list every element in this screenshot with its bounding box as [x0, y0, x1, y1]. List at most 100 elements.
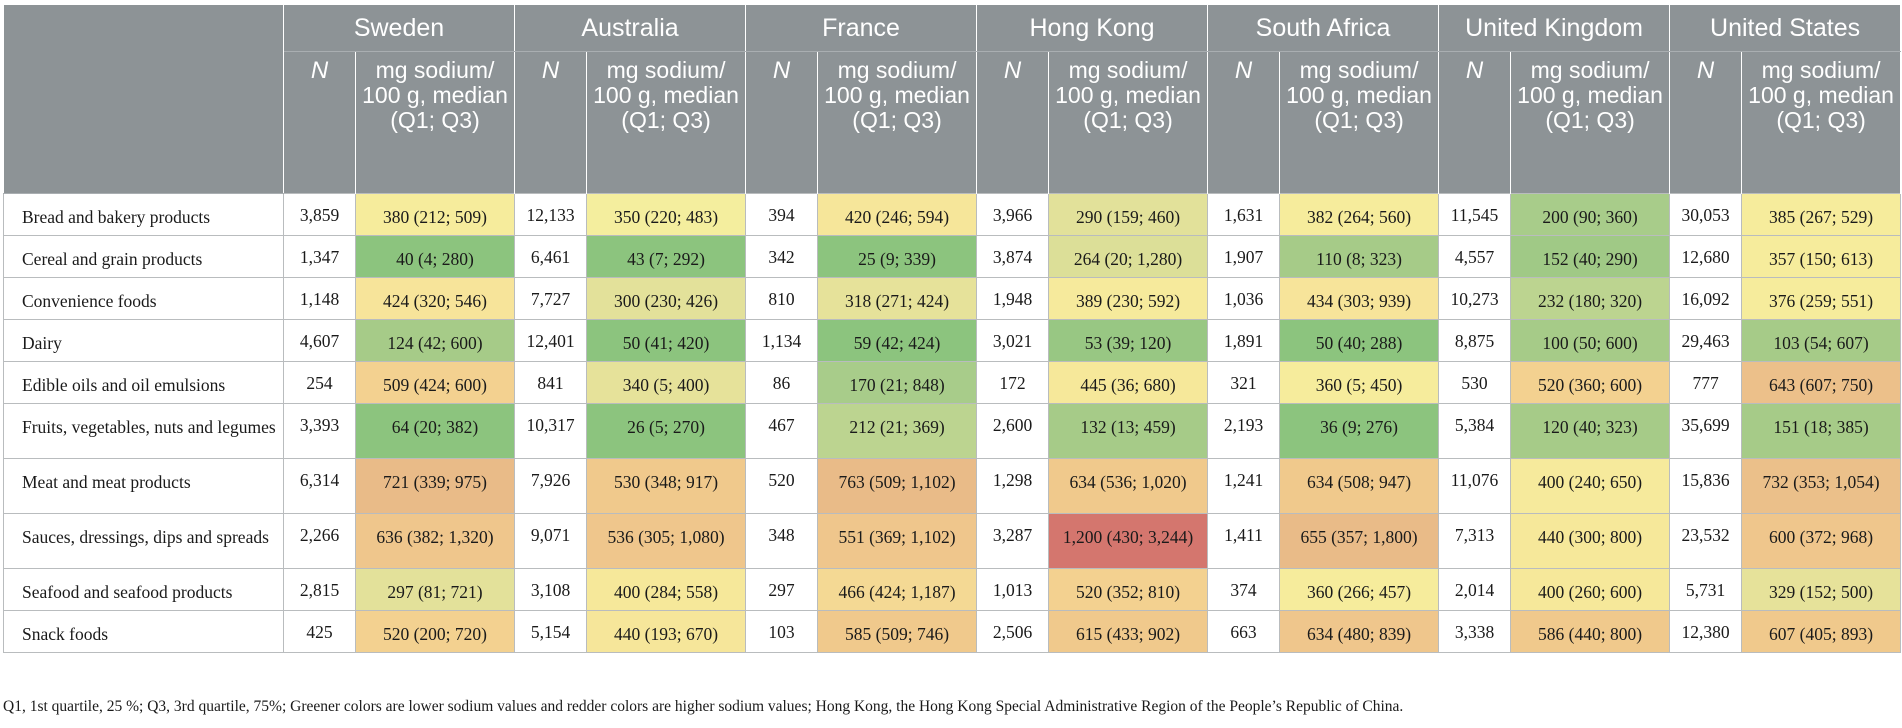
n-column-header: N: [1207, 51, 1281, 194]
n-count-cell: 23,532: [1669, 513, 1743, 569]
food-category-label: Sauces, dressings, dips and spreads: [3, 513, 284, 569]
sodium-median-cell: 53 (39; 120): [1048, 319, 1209, 362]
n-column-header: N: [976, 51, 1050, 194]
n-count-cell: 8,875: [1438, 319, 1512, 362]
n-count-cell: 394: [745, 193, 819, 236]
n-count-cell: 663: [1207, 610, 1281, 653]
sodium-median-cell: 585 (509; 746): [817, 610, 978, 653]
sodium-median-cell: 440 (193; 670): [586, 610, 747, 653]
table-row: Sauces, dressings, dips and spreads 2,266…: [3, 513, 1902, 569]
n-count-cell: 35,699: [1669, 403, 1743, 459]
food-category-label: Edible oils and oil emulsions: [3, 361, 284, 404]
sodium-median-column-header: mg sodium/ 100 g, median (Q1; Q3): [354, 51, 516, 194]
n-count-cell: 7,313: [1438, 513, 1512, 569]
n-count-cell: 7,727: [514, 277, 588, 320]
sodium-median-cell: 636 (382; 1,320): [354, 513, 516, 569]
sodium-median-cell: 721 (339; 975): [354, 458, 516, 514]
sodium-median-cell: 400 (260; 600): [1510, 568, 1671, 611]
n-count-cell: 7,926: [514, 458, 588, 514]
sodium-median-cell: 440 (300; 800): [1510, 513, 1671, 569]
sodium-median-cell: 551 (369; 1,102): [817, 513, 978, 569]
sodium-median-cell: 300 (230; 426): [586, 277, 747, 320]
sodium-median-column-header: mg sodium/ 100 g, median (Q1; Q3): [1048, 51, 1209, 194]
n-count-cell: 3,966: [976, 193, 1050, 236]
table-footnote: Q1, 1st quartile, 25 %; Q3, 3rd quartile…: [3, 698, 1404, 715]
sodium-median-cell: 329 (152; 500): [1741, 568, 1902, 611]
n-count-cell: 3,859: [283, 193, 356, 236]
sodium-median-cell: 50 (41; 420): [586, 319, 747, 362]
sodium-median-cell: 350 (220; 483): [586, 193, 747, 236]
sodium-median-cell: 43 (7; 292): [586, 235, 747, 278]
table-row: Cereal and grain products 1,347 40 (4; 280…: [3, 235, 1902, 278]
n-count-cell: 467: [745, 403, 819, 459]
sodium-median-cell: 509 (424; 600): [354, 361, 516, 404]
sodium-median-cell: 170 (21; 848): [817, 361, 978, 404]
n-count-cell: 12,133: [514, 193, 588, 236]
sodium-median-cell: 586 (440; 800): [1510, 610, 1671, 653]
n-column-header: N: [283, 51, 356, 194]
n-count-cell: 3,108: [514, 568, 588, 611]
n-count-cell: 3,338: [1438, 610, 1512, 653]
sodium-median-cell: 120 (40; 323): [1510, 403, 1671, 459]
n-count-cell: 425: [283, 610, 356, 653]
table-body: Bread and bakery products 3,859 380 (212; …: [3, 193, 1902, 653]
country-header-united-states: United States: [1669, 5, 1902, 52]
n-count-cell: 86: [745, 361, 819, 404]
n-count-cell: 10,273: [1438, 277, 1512, 320]
sodium-median-cell: 290 (159; 460): [1048, 193, 1209, 236]
sodium-median-cell: 400 (284; 558): [586, 568, 747, 611]
n-count-cell: 1,411: [1207, 513, 1281, 569]
sodium-median-cell: 520 (352; 810): [1048, 568, 1209, 611]
n-count-cell: 841: [514, 361, 588, 404]
sodium-median-cell: 380 (212; 509): [354, 193, 516, 236]
country-header-france: France: [745, 5, 978, 52]
n-count-cell: 30,053: [1669, 193, 1743, 236]
n-count-cell: 103: [745, 610, 819, 653]
n-count-cell: 4,557: [1438, 235, 1512, 278]
n-count-cell: 321: [1207, 361, 1281, 404]
sodium-table-container: Sweden Australia France Hong Kong South Afri…: [0, 5, 1902, 653]
n-count-cell: 777: [1669, 361, 1743, 404]
sodium-median-cell: 340 (5; 400): [586, 361, 747, 404]
sodium-median-cell: 36 (9; 276): [1279, 403, 1440, 459]
table-row: Seafood and seafood products 2,815 297 (81…: [3, 568, 1902, 611]
sodium-median-cell: 132 (13; 459): [1048, 403, 1209, 459]
n-count-cell: 254: [283, 361, 356, 404]
n-count-cell: 1,907: [1207, 235, 1281, 278]
table-row: Edible oils and oil emulsions 254 509 (424…: [3, 361, 1902, 404]
n-count-cell: 530: [1438, 361, 1512, 404]
n-count-cell: 3,874: [976, 235, 1050, 278]
food-category-label: Fruits, vegetables, nuts and legumes: [3, 403, 284, 459]
sodium-median-cell: 445 (36; 680): [1048, 361, 1209, 404]
n-count-cell: 1,134: [745, 319, 819, 362]
sodium-median-cell: 232 (180; 320): [1510, 277, 1671, 320]
n-count-cell: 1,347: [283, 235, 356, 278]
table-row: Meat and meat products 6,314 721 (339; 975…: [3, 458, 1902, 514]
n-column-header: N: [745, 51, 819, 194]
sodium-median-cell: 634 (536; 1,020): [1048, 458, 1209, 514]
sodium-median-cell: 151 (18; 385): [1741, 403, 1902, 459]
sodium-median-cell: 615 (433; 902): [1048, 610, 1209, 653]
sodium-median-cell: 732 (353; 1,054): [1741, 458, 1902, 514]
sodium-median-cell: 212 (21; 369): [817, 403, 978, 459]
sodium-median-column-header: mg sodium/ 100 g, median (Q1; Q3): [817, 51, 978, 194]
n-count-cell: 12,380: [1669, 610, 1743, 653]
sodium-median-cell: 40 (4; 280): [354, 235, 516, 278]
sodium-median-cell: 357 (150; 613): [1741, 235, 1902, 278]
sodium-median-cell: 100 (50; 600): [1510, 319, 1671, 362]
sodium-median-cell: 110 (8; 323): [1279, 235, 1440, 278]
n-count-cell: 1,036: [1207, 277, 1281, 320]
sodium-median-cell: 124 (42; 600): [354, 319, 516, 362]
sodium-median-cell: 600 (372; 968): [1741, 513, 1902, 569]
sodium-median-column-header: mg sodium/ 100 g, median (Q1; Q3): [1510, 51, 1671, 194]
table-row: Fruits, vegetables, nuts and legumes 3,39…: [3, 403, 1902, 459]
n-count-cell: 520: [745, 458, 819, 514]
sodium-median-cell: 64 (20; 382): [354, 403, 516, 459]
table-row: Convenience foods 1,148 424 (320; 546) 7,72…: [3, 277, 1902, 320]
sodium-median-cell: 643 (607; 750): [1741, 361, 1902, 404]
n-count-cell: 2,600: [976, 403, 1050, 459]
n-count-cell: 9,071: [514, 513, 588, 569]
country-header-australia: Australia: [514, 5, 747, 52]
n-count-cell: 2,014: [1438, 568, 1512, 611]
